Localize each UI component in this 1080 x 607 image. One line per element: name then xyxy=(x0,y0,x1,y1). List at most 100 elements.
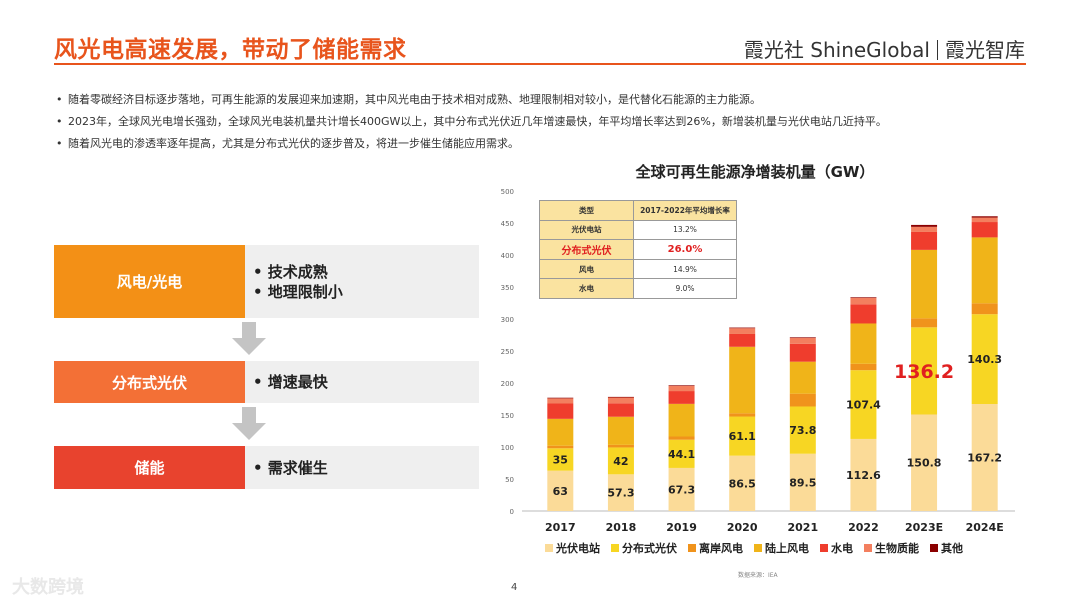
bar-segment xyxy=(789,343,816,362)
y-tick-label: 50 xyxy=(505,476,514,484)
legend-item: 离岸风电 xyxy=(688,540,743,556)
legend-item: 分布式光伏 xyxy=(611,540,677,556)
legend-label: 光伏电站 xyxy=(556,542,600,555)
table-cell-type: 分布式光伏 xyxy=(539,239,634,260)
bar-segment xyxy=(850,323,877,364)
bar-segment xyxy=(607,397,634,404)
bar-segment xyxy=(668,403,695,437)
data-label: 107.4 xyxy=(846,399,881,412)
table-row-highlight: 分布式光伏 26.0% xyxy=(539,239,737,260)
x-tick-label: 2024E xyxy=(966,521,1004,534)
bar-segment xyxy=(971,217,998,223)
x-tick-label: 2018 xyxy=(606,521,637,534)
watermark: 大数跨境 xyxy=(12,577,84,598)
bar-segment xyxy=(971,303,998,315)
bar-segment xyxy=(668,436,695,440)
bar-segment xyxy=(971,237,998,304)
y-tick-label: 400 xyxy=(501,252,514,260)
bar-segment xyxy=(729,346,756,414)
y-tick-label: 500 xyxy=(501,188,514,196)
bar-segment xyxy=(668,467,695,511)
legend-item: 光伏电站 xyxy=(545,540,600,556)
legend-item: 生物质能 xyxy=(864,540,919,556)
flow-point: • 地理限制小 xyxy=(253,282,343,301)
y-tick-label: 250 xyxy=(501,348,514,356)
flow-desc-storage: • 需求催生 xyxy=(245,446,479,489)
legend-label: 分布式光伏 xyxy=(622,542,677,555)
bar-segment xyxy=(850,304,877,324)
legend-swatch xyxy=(545,544,553,552)
x-tick-label: 2019 xyxy=(666,521,697,534)
legend-swatch xyxy=(754,544,762,552)
data-label: 167.2 xyxy=(967,451,1002,464)
bar-segment xyxy=(547,398,574,404)
bar-segment xyxy=(729,328,756,334)
data-label: 112.6 xyxy=(846,469,881,482)
bar-segment xyxy=(971,216,998,218)
chart-legend: 光伏电站 分布式光伏 离岸风电 陆上风电 水电 生物质能 其他 xyxy=(545,540,963,556)
bar-segment xyxy=(789,453,816,511)
bar-segment xyxy=(789,337,816,339)
bar-segment xyxy=(729,455,756,511)
data-label: 73.8 xyxy=(789,424,816,437)
flow-point: • 增速最快 xyxy=(253,373,328,391)
y-tick-label: 300 xyxy=(501,316,514,324)
down-arrow-icon xyxy=(232,407,266,440)
bar-segment xyxy=(850,297,877,305)
legend-label: 生物质能 xyxy=(875,542,919,555)
bullet-item: 随着零碳经济目标逐步落地，可再生能源的发展迎来加速期，其中风光电由于技术相对成熟… xyxy=(56,89,887,111)
x-tick-label: 2020 xyxy=(727,521,758,534)
table-cell-type: 水电 xyxy=(539,278,634,299)
legend-item: 陆上风电 xyxy=(754,540,809,556)
flow-box-distributed-pv: 分布式光伏 xyxy=(54,361,245,403)
bullet-item: 2023年，全球风光电增长强劲，全球风光电装机量共计增长400GW以上，其中分布… xyxy=(56,111,887,133)
bar-segment xyxy=(729,416,756,456)
table-cell-rate: 26.0% xyxy=(633,239,737,260)
bar-segment xyxy=(547,470,574,511)
legend-label: 其他 xyxy=(941,542,963,555)
bar-segment xyxy=(789,406,816,454)
x-tick-label: 2023E xyxy=(905,521,943,534)
table-row: 水电 9.0% xyxy=(539,278,737,299)
bar-segment xyxy=(911,231,938,250)
bar-segment xyxy=(850,370,877,439)
table-cell-rate: 14.9% xyxy=(633,258,737,280)
bar-segment xyxy=(911,327,938,415)
data-label: 44.1 xyxy=(668,448,695,461)
legend-swatch xyxy=(611,544,619,552)
table-header-cell: 2017-2022年平均增长率 xyxy=(633,200,737,221)
bar-segment xyxy=(668,385,695,392)
bar-segment xyxy=(911,226,938,232)
page-title: 风光电高速发展，带动了储能需求 xyxy=(54,37,407,63)
brand-separator xyxy=(937,40,938,60)
page-number: 4 xyxy=(511,582,518,593)
bar-segment xyxy=(850,363,877,371)
data-label: 42 xyxy=(613,455,628,468)
bar-segment xyxy=(668,385,695,386)
bar-segment xyxy=(971,222,998,238)
bar-segment xyxy=(607,396,634,398)
flow-label: 储能 xyxy=(134,459,165,477)
brand-name: 霞光社 ShineGlobal xyxy=(743,38,930,62)
bar-segment xyxy=(911,414,938,511)
y-tick-label: 450 xyxy=(501,220,514,228)
stacked-bar-chart: 0 50 100 150 200 250 300 350 400 450 500 63 35 2017 57… xyxy=(501,188,1015,534)
bar-segment xyxy=(789,361,816,394)
flow-desc-distributed-pv: • 增速最快 xyxy=(245,361,479,403)
legend-label: 陆上风电 xyxy=(765,542,809,555)
data-label: 136.2 xyxy=(894,361,954,383)
flow-label: 风电/光电 xyxy=(116,273,183,291)
bar-segment xyxy=(547,448,574,471)
data-label: 150.8 xyxy=(907,457,942,470)
bar-segment xyxy=(789,338,816,344)
data-label: 57.3 xyxy=(607,487,634,500)
bar-segment xyxy=(850,297,877,298)
y-tick-label: 150 xyxy=(501,412,514,420)
bar-segment xyxy=(971,403,998,511)
data-source: 数据来源：IEA xyxy=(738,572,778,579)
data-label: 61.1 xyxy=(729,430,756,443)
bar-segment xyxy=(607,416,634,445)
bar-segment xyxy=(547,403,574,419)
legend-swatch xyxy=(864,544,872,552)
y-tick-label: 200 xyxy=(501,380,514,388)
